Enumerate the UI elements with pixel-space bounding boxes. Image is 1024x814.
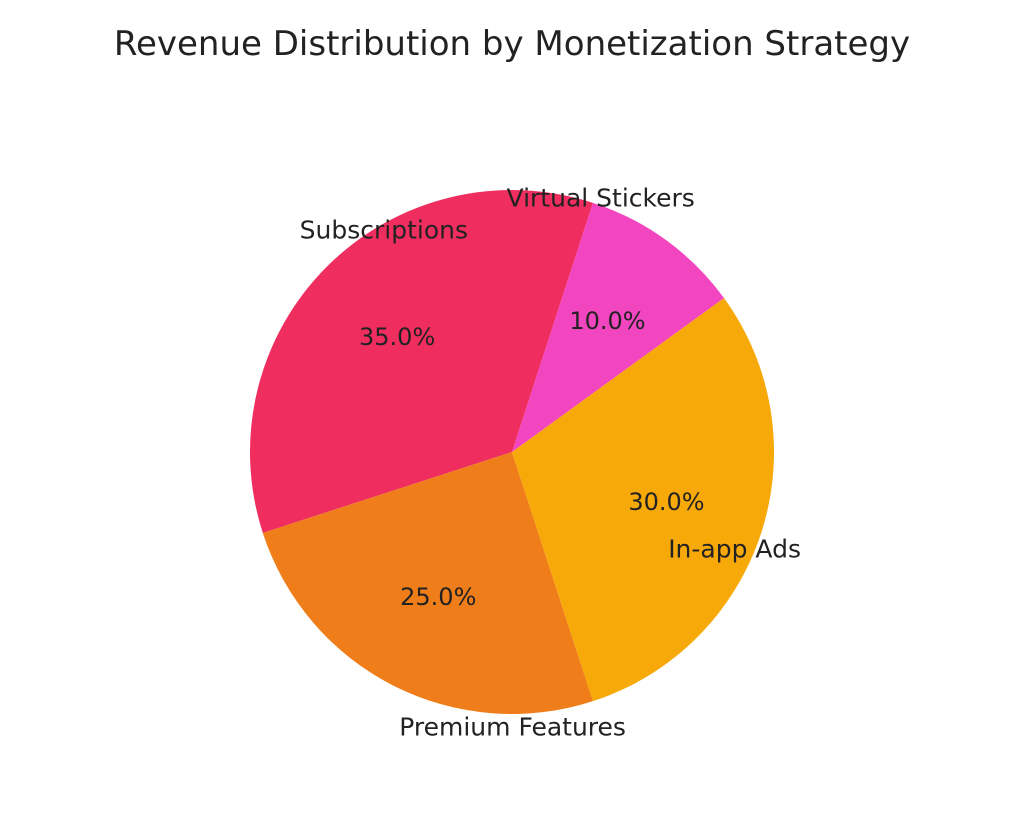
pie-label-subscriptions: Subscriptions bbox=[300, 215, 468, 244]
pie-pct-premium-features: 25.0% bbox=[400, 583, 476, 611]
pie-pct-virtual-stickers: 10.0% bbox=[569, 307, 645, 335]
pie-chart bbox=[0, 0, 1024, 814]
pie-label-premium-features: Premium Features bbox=[399, 713, 626, 742]
pie-label-virtual-stickers: Virtual Stickers bbox=[507, 183, 695, 212]
pie-label-in-app-ads: In-app Ads bbox=[668, 535, 801, 564]
pie-pct-in-app-ads: 30.0% bbox=[628, 488, 704, 516]
pie-pct-subscriptions: 35.0% bbox=[359, 323, 435, 351]
